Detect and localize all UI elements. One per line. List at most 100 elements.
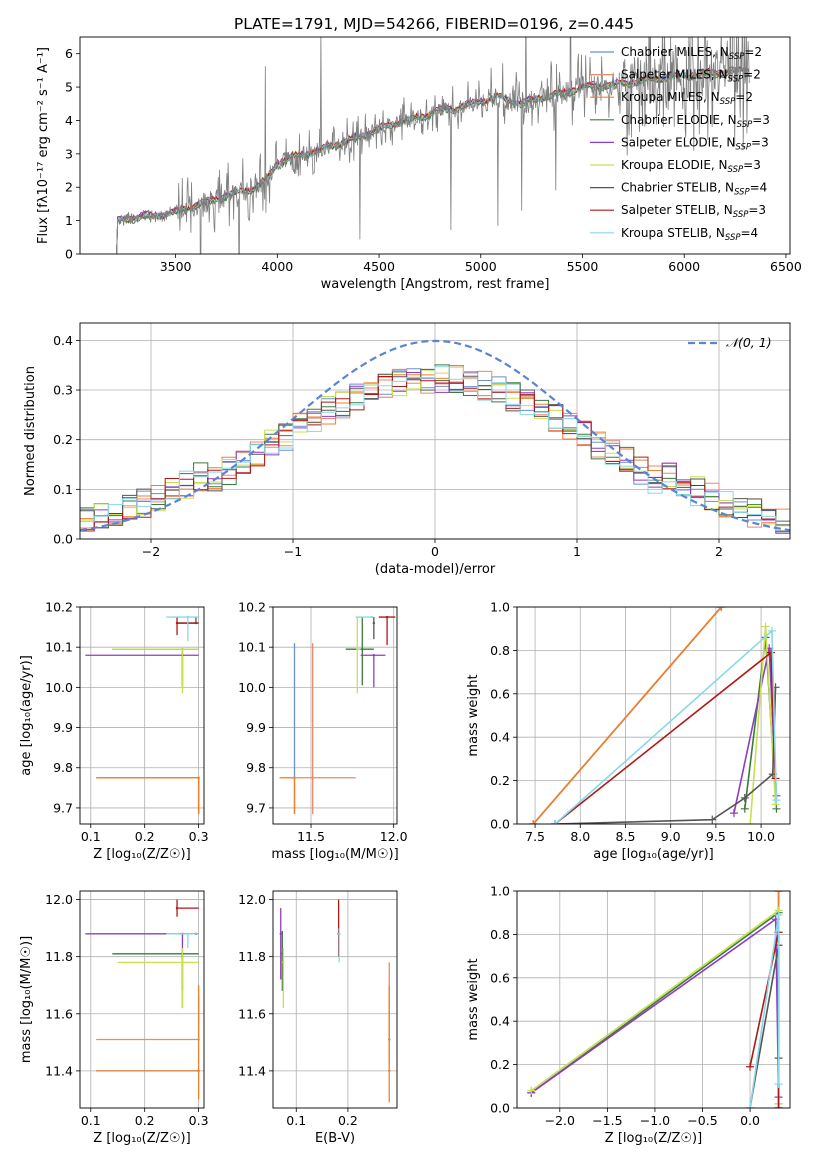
plot-area <box>80 339 790 534</box>
y-tick-label: 1 <box>65 213 73 228</box>
grid-lines <box>517 606 790 825</box>
data-point-kroupa_elodie <box>181 647 184 651</box>
y-tick-label: 0.6 <box>490 686 510 701</box>
data-point-chabrier_stelib <box>372 621 376 625</box>
weight-marker-salpeter_elodie <box>729 809 738 818</box>
weight-marker-kroupa_stelib <box>772 796 781 805</box>
y-tick-label: 9.7 <box>53 800 73 815</box>
y-tick-label: 11.4 <box>45 1063 73 1078</box>
axes-frame <box>79 890 205 1109</box>
x-tick-label: 3500 <box>160 259 192 274</box>
x-axis-label: Z [log₁₀(Z/Z☉)] <box>93 847 190 862</box>
x-tick-label: −2 <box>142 544 160 559</box>
x-tick-label: 11.5 <box>297 829 325 844</box>
legend-count: =4 <box>750 181 768 195</box>
y-tick-label: 10.0 <box>45 680 73 695</box>
x-tick-label: 1 <box>573 544 581 559</box>
data-point-chabrier_elodie <box>361 647 364 651</box>
data-point-kroupa_stelib <box>337 932 341 936</box>
weight-marker-salpeter_stelib <box>746 1062 755 1071</box>
weight-marker-kroupa_miles <box>717 607 726 611</box>
x-tick-label: 0.3 <box>189 829 209 844</box>
weight-marker-kroupa_elodie <box>771 800 780 809</box>
x-tick-label: 0.1 <box>81 829 101 844</box>
y-tick-label: 11.8 <box>238 949 266 964</box>
y-tick-label: 4 <box>65 113 73 128</box>
grid-lines <box>273 891 397 1108</box>
x-axis-label: Z [log₁₀(Z/Z☉)] <box>605 1131 702 1146</box>
histogram-step-kroupa_stelib <box>80 366 790 532</box>
y-axis-label: mass weight <box>466 674 481 756</box>
legend-subscript: SSP <box>733 210 749 220</box>
y-tick-label: 0.8 <box>490 927 510 942</box>
x-tick-label: 5500 <box>567 259 599 274</box>
y-tick-label: 10.2 <box>238 600 266 615</box>
legend-count: =2 <box>735 90 753 104</box>
y-axis-label: age [log₁₀(age/yr)] <box>19 655 34 776</box>
legend-subscript: SSP <box>720 97 736 107</box>
axes-frame <box>516 890 791 1109</box>
legend-label: Salpeter ELODIE, N <box>621 135 735 149</box>
data-point-kroupa_stelib <box>186 615 190 619</box>
legend-label: Kroupa MILES, N <box>621 90 720 104</box>
grid-lines <box>80 323 790 540</box>
x-tick-label: 0.1 <box>81 1113 101 1128</box>
age-vs-mass-panel: 11.5 12.0 9.7 9.8 9.9 10.0 10.1 10.2 mass [log₁₀… <box>238 600 407 863</box>
data-point-kroupa_stelib <box>371 615 374 619</box>
x-axis-label: Z [log₁₀(Z/Z☉)] <box>93 1131 190 1146</box>
data-point-kroupa_miles <box>388 1069 391 1073</box>
x-tick-label: 0.2 <box>338 1113 358 1128</box>
x-tick-label: 6000 <box>668 259 700 274</box>
data-point-kroupa_elodie <box>282 961 285 964</box>
axes-frame <box>79 322 791 540</box>
y-tick-label: 6 <box>65 46 73 61</box>
axes-frame <box>79 36 791 255</box>
y-tick-label: 9.9 <box>246 720 266 735</box>
grid-lines <box>80 606 204 824</box>
normal-curve <box>80 339 790 532</box>
legend-count: =4 <box>741 226 759 240</box>
y-tick-label: 11.4 <box>238 1063 266 1078</box>
legend-entry-chabrier_stelib: Chabrier STELIB, NSSP=4 <box>621 181 767 198</box>
y-tick-label: 0.2 <box>490 773 510 788</box>
weight-marker-kroupa_miles <box>774 891 783 895</box>
y-tick-label: 12.0 <box>238 892 266 907</box>
age-vs-metallicity-panel: 0.1 0.2 0.3 9.7 9.8 9.9 10.0 10.1 10.2 Z [log₁₀(Z… <box>19 600 209 863</box>
y-tick-label: 0 <box>65 247 73 262</box>
weight-line-kroupa_miles <box>532 607 722 824</box>
y-axis-label: Normed distribution <box>23 366 38 496</box>
weight-line-kroupa_stelib <box>554 629 778 824</box>
x-tick-label: 8.0 <box>570 829 590 844</box>
y-tick-label: 1.0 <box>490 600 510 615</box>
plot-area <box>116 37 750 254</box>
x-axis-label: mass [log₁₀(M/M☉)] <box>271 847 398 862</box>
weight-marker-kroupa_stelib <box>774 910 783 919</box>
weight-marker-chabrier_elodie <box>740 804 749 813</box>
spectrum-panel: 3500 4000 4500 5000 5500 6000 6500 0 1 2 3 4 5 6 wavel… <box>36 36 802 292</box>
legend-label: Chabrier MILES, N <box>621 45 729 59</box>
y-tick-label: 0.6 <box>490 970 510 985</box>
axes-frame <box>272 606 398 825</box>
weight-vs-metallicity-panel: −2.0 −1.5 −1.0 −0.5 0.0 0.0 0.2 0.4 0.6 0.8 1.0 Z [… <box>466 884 791 1146</box>
y-axis-label: mass weight <box>466 958 481 1040</box>
data-point-salpeter_miles <box>311 776 314 779</box>
x-tick-label: 0.2 <box>135 829 155 844</box>
axes-frame <box>516 606 791 825</box>
x-tick-label: −1.0 <box>640 1113 670 1128</box>
legend-label: Chabrier ELODIE, N <box>621 113 737 127</box>
y-tick-label: 11.6 <box>238 1006 266 1021</box>
weight-marker-chabrier_stelib <box>708 815 717 824</box>
x-axis-label: (data-model)/error <box>375 562 496 577</box>
legend-subscript: SSP <box>734 188 750 198</box>
x-tick-label: 6500 <box>770 259 802 274</box>
plot-area <box>527 891 783 1108</box>
y-tick-label: 11.8 <box>45 949 73 964</box>
x-tick-label: −1 <box>284 544 302 559</box>
plot-area <box>85 615 200 814</box>
axes-frame <box>272 890 398 1109</box>
data-point-salpeter_elodie <box>372 654 376 657</box>
weight-marker-kroupa_stelib <box>767 626 776 635</box>
y-tick-label: 0.8 <box>490 643 510 658</box>
x-axis-label: wavelength [Angstrom, rest frame] <box>321 277 550 292</box>
x-tick-label: −0.5 <box>687 1113 717 1128</box>
